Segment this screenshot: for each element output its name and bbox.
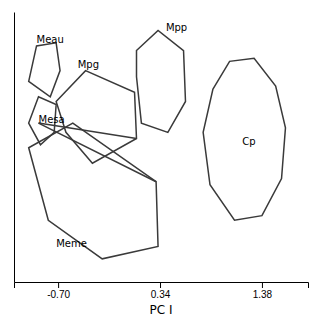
- polygon-labels: Meau Mpg Mesa Meme Mpp Cp: [37, 22, 256, 249]
- x-tick-label: 1.38: [253, 289, 273, 300]
- x-tick-mark: [58, 282, 59, 288]
- polygon-label: Mesa: [39, 114, 65, 125]
- plot: -0.70 0.34 1.38 PC I Meau Mpg Mesa Meme Mpp Cp: [15, 13, 309, 318]
- polygon-label: Meme: [56, 238, 87, 249]
- polygon-label: Cp: [242, 136, 255, 147]
- x-axis-title: PC I: [150, 303, 173, 317]
- polygon-label: Mpp: [166, 22, 187, 33]
- chart: -0.70 0.34 1.38 PC I Meau Mpg Mesa Meme Mpp Cp: [0, 0, 320, 320]
- marks: [29, 31, 286, 259]
- x-tick-mark: [262, 282, 263, 288]
- polygon: [29, 123, 158, 259]
- x-axis: -0.70 0.34 1.38: [15, 282, 309, 300]
- polygon: [29, 43, 60, 97]
- x-tick: -0.70: [47, 282, 70, 300]
- x-tick: 0.34: [151, 282, 171, 300]
- x-tick-mark: [160, 282, 161, 288]
- polygon: [137, 31, 186, 133]
- polygon: [56, 71, 136, 164]
- x-tick: 1.38: [253, 282, 273, 300]
- connector-line: [39, 123, 157, 182]
- y-axis: [14, 13, 15, 283]
- polygon-label: Mpg: [78, 59, 99, 70]
- polygon: [203, 58, 285, 220]
- y-axis-line: [14, 13, 15, 283]
- x-axis-line: [15, 283, 309, 289]
- x-tick-label: 0.34: [151, 289, 171, 300]
- polygon-label: Meau: [37, 34, 64, 45]
- x-tick-label: -0.70: [47, 289, 70, 300]
